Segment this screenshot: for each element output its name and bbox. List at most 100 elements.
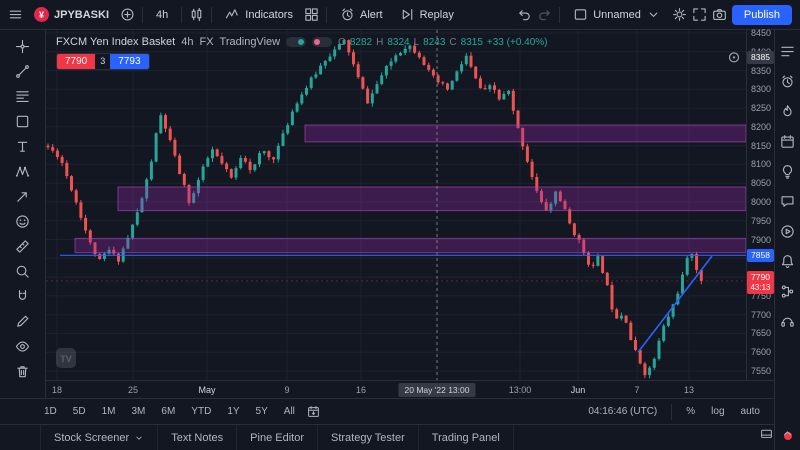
- range-3m[interactable]: 3M: [131, 406, 146, 417]
- divider: [142, 6, 144, 23]
- menu-icon[interactable]: [8, 7, 23, 22]
- ideas-icon[interactable]: [775, 162, 800, 180]
- go-to-date-icon[interactable]: [307, 405, 320, 418]
- layout-select[interactable]: Unnamed: [567, 5, 667, 24]
- fib-retracement-icon[interactable]: [10, 87, 36, 105]
- range-all[interactable]: All: [283, 406, 295, 417]
- toggle-drawing-2[interactable]: [312, 37, 333, 47]
- layout-templates-icon[interactable]: [304, 7, 319, 22]
- magnet-icon[interactable]: [10, 287, 36, 305]
- range-ytd[interactable]: YTD: [191, 406, 212, 417]
- replay-label: Replay: [419, 8, 454, 21]
- price-label: 7700: [751, 309, 772, 320]
- text-tool-icon[interactable]: [10, 137, 36, 155]
- publish-button[interactable]: Publish: [731, 4, 792, 25]
- redo-icon[interactable]: [537, 7, 552, 22]
- top-toolbar: ¥ JPYBASKI 4h Indicators Alert: [0, 0, 800, 30]
- replay-button[interactable]: Replay: [394, 5, 460, 24]
- zoom-icon[interactable]: [10, 262, 36, 280]
- compare-icon[interactable]: [120, 7, 135, 22]
- tab-pine-editor[interactable]: Pine Editor: [237, 425, 318, 450]
- time-label: May: [198, 385, 216, 395]
- price-label: 8200: [751, 121, 772, 132]
- streams-icon[interactable]: [775, 222, 800, 240]
- log-scale-button[interactable]: log: [711, 406, 725, 417]
- legend-market: FX: [199, 36, 214, 48]
- tab-stock-screener[interactable]: Stock Screener: [40, 425, 159, 450]
- chevron-down-icon: [646, 7, 661, 22]
- notification-dot: [784, 432, 792, 440]
- ohlc-values: O 8282 H 8324 L 8243 C 8315 +33 (+0.40%): [338, 36, 548, 48]
- symbol-button[interactable]: ¥ JPYBASKI: [28, 5, 115, 24]
- divider: [671, 403, 673, 420]
- xabcd-pattern-icon[interactable]: [10, 162, 36, 180]
- price-label: 8300: [751, 84, 772, 95]
- time-axis[interactable]: 18 25 May 9 16 13:00 Jun 7 13 20 May '22 13:00: [46, 380, 774, 398]
- clock-button[interactable]: 04:16:46 (UTC): [588, 406, 658, 417]
- range-1m[interactable]: 1M: [101, 406, 116, 417]
- chat-icon[interactable]: [775, 192, 800, 210]
- change-value: +33 (+0.40%): [486, 36, 548, 48]
- toggle-drawing-1[interactable]: [286, 37, 307, 47]
- forecast-icon[interactable]: [10, 187, 36, 205]
- tradingview-watermark: TV: [56, 348, 76, 368]
- range-6m[interactable]: 6M: [161, 406, 176, 417]
- price-axis[interactable]: 8450840083508300825082008150810080508000…: [746, 28, 774, 380]
- hide-drawings-icon[interactable]: [10, 337, 36, 355]
- undo-icon[interactable]: [517, 7, 532, 22]
- range-5y[interactable]: 5Y: [255, 406, 268, 417]
- indicators-button[interactable]: Indicators: [219, 5, 299, 24]
- legend-provider: TradingView: [219, 36, 281, 48]
- drawing-toolbar: [0, 30, 46, 398]
- right-sidebar: [774, 30, 800, 450]
- notifications-icon[interactable]: [775, 252, 800, 270]
- indicators-icon: [225, 7, 240, 22]
- remove-drawings-icon[interactable]: [10, 362, 36, 380]
- chart-type-icon[interactable]: [189, 7, 204, 22]
- emoji-icon[interactable]: [10, 212, 36, 230]
- panel-toggle-icon[interactable]: [760, 427, 773, 440]
- price-label: 8150: [751, 140, 772, 151]
- chart-region: TV 8450840083508300825082008150810080508…: [46, 28, 774, 398]
- chart-plot[interactable]: TV: [46, 30, 746, 380]
- interval-button[interactable]: 4h: [150, 7, 174, 23]
- settings-icon[interactable]: [672, 7, 687, 22]
- measure-icon[interactable]: [10, 237, 36, 255]
- trend-line-icon[interactable]: [10, 62, 36, 80]
- alert-clock-icon: [340, 7, 355, 22]
- sell-button[interactable]: 7790: [57, 54, 96, 69]
- snapshot-icon[interactable]: [712, 7, 727, 22]
- draw-icon[interactable]: [10, 312, 36, 330]
- tab-strategy-tester[interactable]: Strategy Tester: [318, 425, 419, 450]
- time-label: 18: [51, 385, 63, 395]
- price-label: 8450: [751, 28, 772, 38]
- time-label: 16: [355, 385, 367, 395]
- chart-legend[interactable]: FXCM Yen Index Basket 4h FX TradingView …: [56, 36, 548, 48]
- buy-button[interactable]: 7793: [110, 54, 149, 69]
- alerts-icon[interactable]: [775, 72, 800, 90]
- symbol-name: JPYBASKI: [54, 8, 110, 21]
- hotlists-icon[interactable]: [775, 102, 800, 120]
- crosshair-icon[interactable]: [10, 37, 36, 55]
- divider: [181, 6, 183, 23]
- shapes-icon[interactable]: [10, 112, 36, 130]
- legend-interval: 4h: [181, 36, 194, 48]
- range-1d[interactable]: 1D: [44, 406, 57, 417]
- alert-button[interactable]: Alert: [334, 5, 389, 24]
- percent-scale-button[interactable]: %: [686, 406, 696, 417]
- crosshair-time-tooltip: 20 May '22 13:00: [398, 383, 476, 397]
- calendar-icon[interactable]: [775, 132, 800, 150]
- range-1y[interactable]: 1Y: [227, 406, 240, 417]
- tab-trading-panel[interactable]: Trading Panel: [419, 425, 514, 450]
- candlestick-chart[interactable]: TV: [46, 30, 746, 380]
- svg-text:TV: TV: [60, 354, 72, 364]
- auto-scale-button[interactable]: auto: [740, 406, 760, 417]
- expand-panel-icon[interactable]: [781, 427, 794, 440]
- object-tree-icon[interactable]: [775, 282, 800, 300]
- range-5d[interactable]: 5D: [72, 406, 86, 417]
- help-icon[interactable]: [775, 312, 800, 330]
- tab-text-notes[interactable]: Text Notes: [158, 425, 238, 450]
- watchlist-icon[interactable]: [775, 42, 800, 60]
- fullscreen-icon[interactable]: [692, 7, 707, 22]
